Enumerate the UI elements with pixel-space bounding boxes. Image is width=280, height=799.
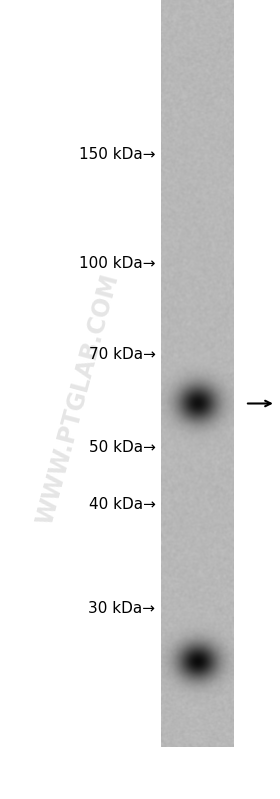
Text: 30 kDa→: 30 kDa→	[88, 602, 155, 616]
Text: 50 kDa→: 50 kDa→	[88, 440, 155, 455]
Text: 100 kDa→: 100 kDa→	[79, 256, 155, 271]
Text: 150 kDa→: 150 kDa→	[79, 147, 155, 161]
Text: 70 kDa→: 70 kDa→	[88, 348, 155, 362]
Text: 40 kDa→: 40 kDa→	[88, 498, 155, 512]
Text: WWW.PTGLAB.COM: WWW.PTGLAB.COM	[33, 272, 123, 527]
